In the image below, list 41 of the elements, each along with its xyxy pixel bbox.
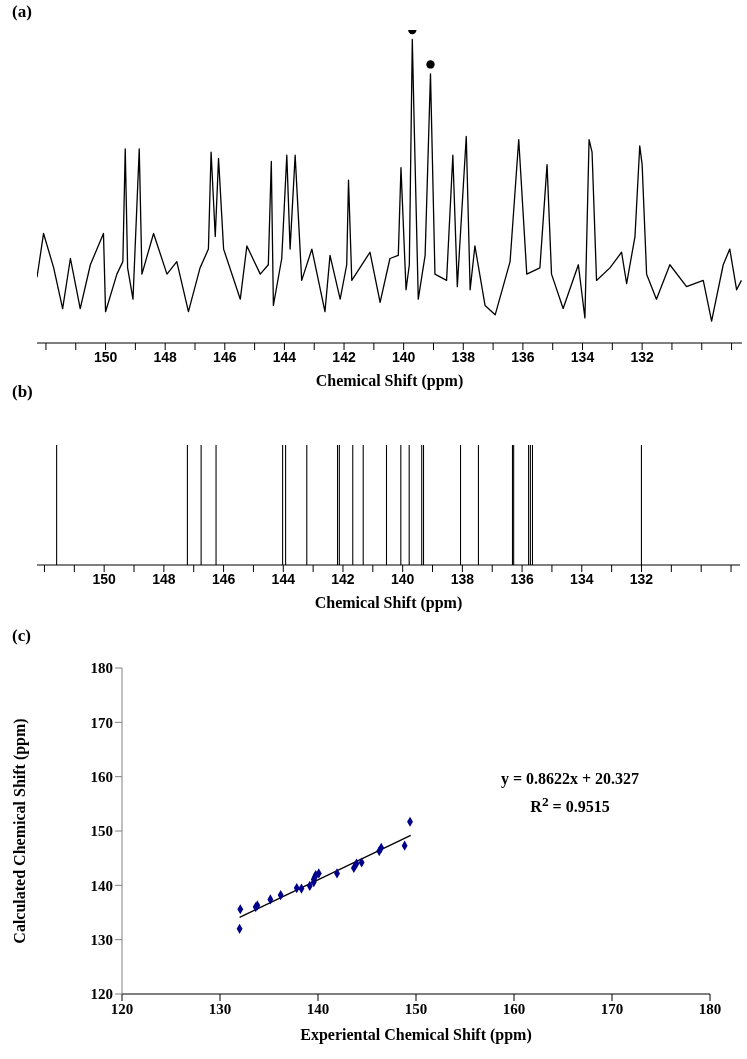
x-tick-label: 160 [502,1000,526,1017]
x-axis-title: Experiental Chemical Shift (ppm) [299,1026,533,1044]
x-tick-label: 150 [404,1000,428,1017]
x-tick-label: 134 [570,348,595,365]
annotation: R$^{2}$ = 0.9515 [529,794,611,817]
y-tick-label: 130 [90,931,113,948]
chart-title: (a) [12,2,32,22]
x-tick-label: 138 [451,348,476,365]
x-tick-label: 146 [211,570,236,587]
chart-title: (b) [12,382,33,402]
annotation: y = 0.8622x + 20.327 [499,770,641,788]
x-tick-label: 120 [110,1000,134,1017]
x-tick-label: 138 [450,570,475,587]
x-tick-label: 170 [600,1000,624,1017]
x-tick-label: 134 [570,570,594,587]
x-tick-label: 130 [208,1000,232,1017]
x-tick-label: 146 [213,348,237,365]
x-tick-label: 132 [630,348,655,365]
x-tick-label: 148 [153,348,178,365]
y-tick-label: 170 [90,714,113,731]
y-tick-label: 150 [90,823,113,840]
x-tick-label: 140 [391,348,416,365]
y-tick-label: 160 [90,768,113,785]
y-tick-label: 140 [90,877,113,894]
y-tick-label: 120 [90,986,113,1003]
x-tick-label: 180 [698,1000,722,1017]
x-tick-label: 136 [510,570,534,587]
x-tick-label: 144 [272,348,297,365]
x-tick-label: 136 [511,348,535,365]
x-axis-title: Chemical Shift (ppm) [313,594,464,612]
chart-title: (c) [12,626,31,646]
y-axis-title: Calculated Chemical Shift (ppm) [11,718,29,944]
x-tick-label: 140 [306,1000,330,1017]
x-axis-title: Chemical Shift (ppm) [314,372,465,390]
y-tick-label: 180 [90,660,113,677]
x-tick-label: 144 [271,570,296,587]
x-tick-label: 148 [152,570,176,587]
x-tick-label: 140 [391,570,415,587]
x-tick-label: 142 [332,348,356,365]
x-tick-label: 132 [629,570,654,587]
x-tick-label: 142 [331,570,355,587]
